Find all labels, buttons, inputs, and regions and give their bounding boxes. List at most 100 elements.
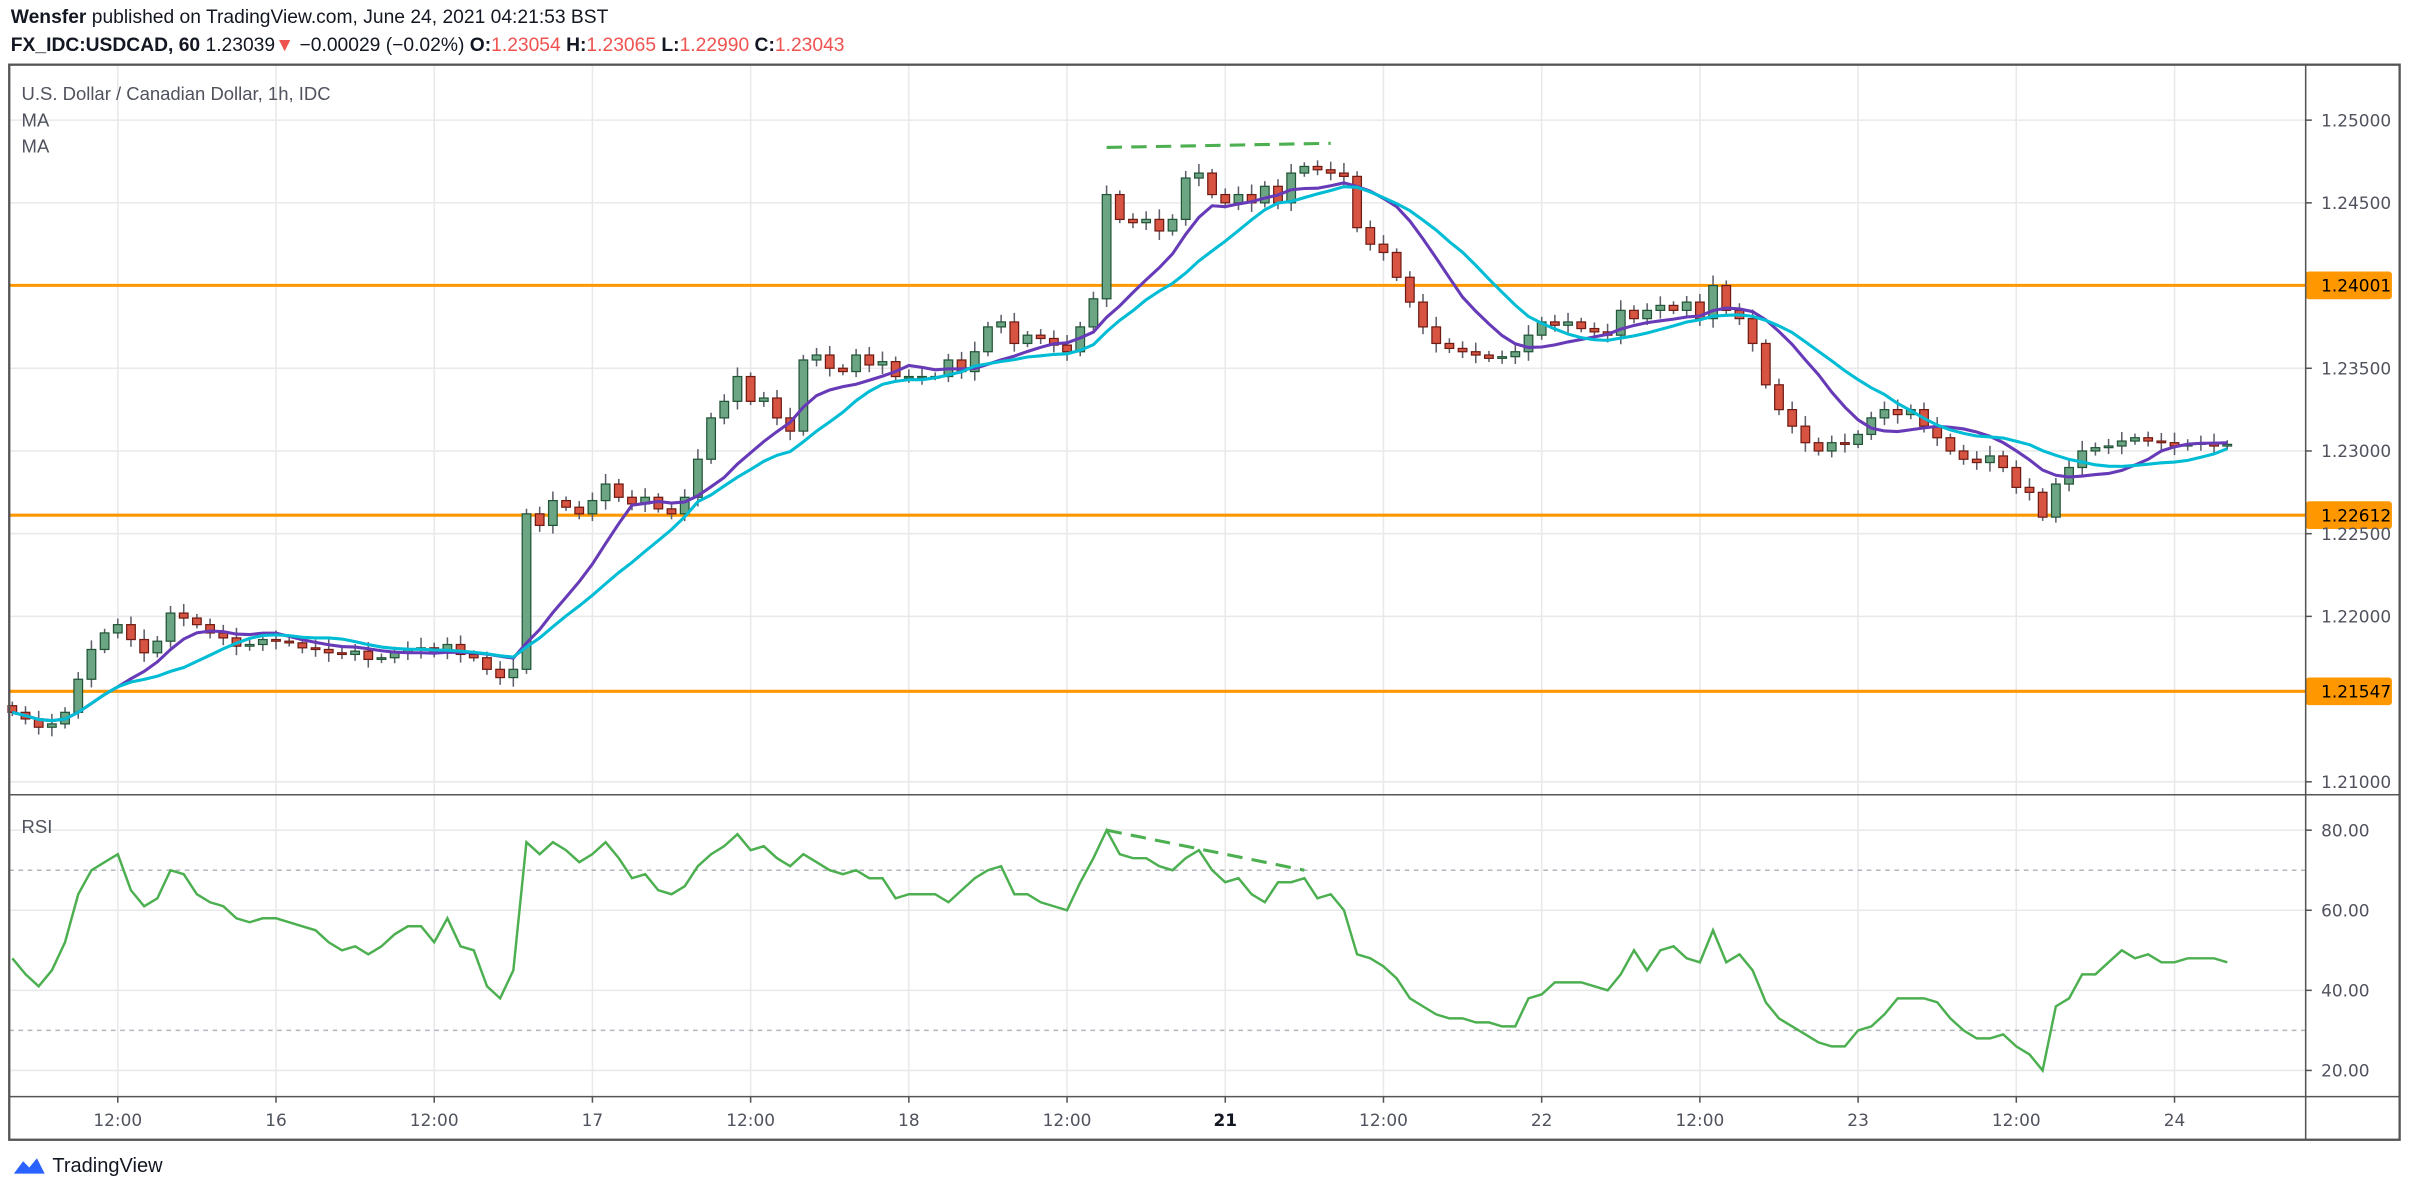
candle-down [2143,431,2154,447]
candle-body [692,458,703,498]
tradingview-logo-icon [13,1157,45,1173]
candle-up [1180,170,1191,226]
candle-body [1708,284,1719,320]
candle-body [73,678,84,713]
candle-body [1114,193,1125,221]
candle-down [561,496,571,511]
candle-up [2130,433,2140,445]
candle-body [99,632,110,651]
candle-down [1470,342,1481,364]
price-tick-label: 1.22000 [2321,607,2391,627]
candle-down [1774,378,1784,416]
rsi-line [11,827,2228,1074]
candle-body [1457,347,1468,353]
candle-body [1971,458,1982,464]
time-tick-label: 16 [265,1110,287,1130]
time-tick-label: 12:00 [1992,1110,2041,1130]
candle-down [1484,350,1494,363]
candle-body [1629,309,1639,320]
rsi-trendline[interactable] [1106,828,1305,872]
candle-up [508,659,519,687]
triangle-down-icon: ▼ [275,33,295,56]
candle-down [363,642,374,668]
candle-up [99,628,110,654]
candle-down [1352,171,1363,233]
time-tick-label: 12:00 [1043,1110,1092,1130]
candle-body [376,657,387,661]
candle-down [1009,312,1020,352]
candle-body [1655,304,1666,311]
price-tick-label: 1.21000 [2321,772,2391,792]
candle-up [152,636,163,658]
candle-body [1128,218,1138,224]
candle-up [1022,331,1033,348]
candle-down [1998,450,2009,473]
candle-body [969,351,980,373]
candle-body [350,650,361,656]
price-trendline[interactable] [1106,141,1331,149]
candle-down [205,618,216,639]
level-label: 1.24001 [2321,276,2391,296]
ma-slow-line [11,185,2228,723]
candle-body [1207,172,1218,196]
candle-down [2037,488,2048,521]
brand-name[interactable]: TradingView [52,1153,163,1177]
symbol-info: FX_IDC:USDCAD, 60 1.23039▼ −0.00029 (−0.… [11,34,845,56]
candle-up [1299,162,1310,177]
candle-body [1035,334,1046,340]
grid [9,64,2306,1097]
candle-up [1167,214,1178,236]
candle-body [284,640,295,644]
candle-body [1747,318,1758,345]
candle-body [1576,321,1587,330]
candle-up [86,640,97,688]
candle-body [1325,169,1336,174]
candle-body [323,648,334,654]
candle-body [2116,440,2127,447]
candle-body [587,499,598,515]
candle-body [1985,455,1995,464]
ma-legend-1[interactable]: MA [22,109,50,130]
candle-up [811,347,822,367]
candle-body [336,652,347,656]
candle-body [1813,442,1824,452]
candle-body [574,506,585,515]
candle-down [1154,209,1165,241]
candle-up [640,488,651,513]
candle-body [46,723,57,728]
candle-body [1259,185,1270,204]
axes: 1.24001 1.22612 1.21547 1.25000 1.24500 1.235… [8,63,2401,1141]
candle-body [824,354,835,369]
candle-down [864,346,875,373]
candle-body [1589,327,1600,333]
price-change: −0.00029 (−0.02%) [299,33,465,56]
candle-body [1180,177,1191,221]
price-tick-label: 1.25000 [2321,110,2391,130]
candle-up [917,367,927,385]
candle-down [1787,401,1798,434]
candle-body [363,650,374,661]
candles [7,160,2233,737]
candle-up [983,321,993,357]
candle-up [2116,431,2127,455]
candle-body [811,354,822,361]
candle-up [1193,163,1204,187]
candle-body [297,642,308,649]
ma-legend-2[interactable]: MA [22,135,50,156]
author-name[interactable]: Wensfer [10,6,87,28]
candle-up [1985,445,1995,472]
candle-up [1826,435,1837,458]
candle-up [1523,325,1534,361]
candle-up [1655,296,1666,319]
candle-body [1062,344,1072,353]
candle-body [139,638,150,654]
candle-up [851,348,862,378]
candle-body [1352,175,1363,229]
rsi-legend[interactable]: RSI [22,816,53,837]
candle-body [1141,218,1152,224]
last-price: 1.23039 [205,33,276,56]
candle-body [1839,442,1850,445]
open-label: O: [469,33,492,56]
ma-fast-line [11,181,2228,723]
